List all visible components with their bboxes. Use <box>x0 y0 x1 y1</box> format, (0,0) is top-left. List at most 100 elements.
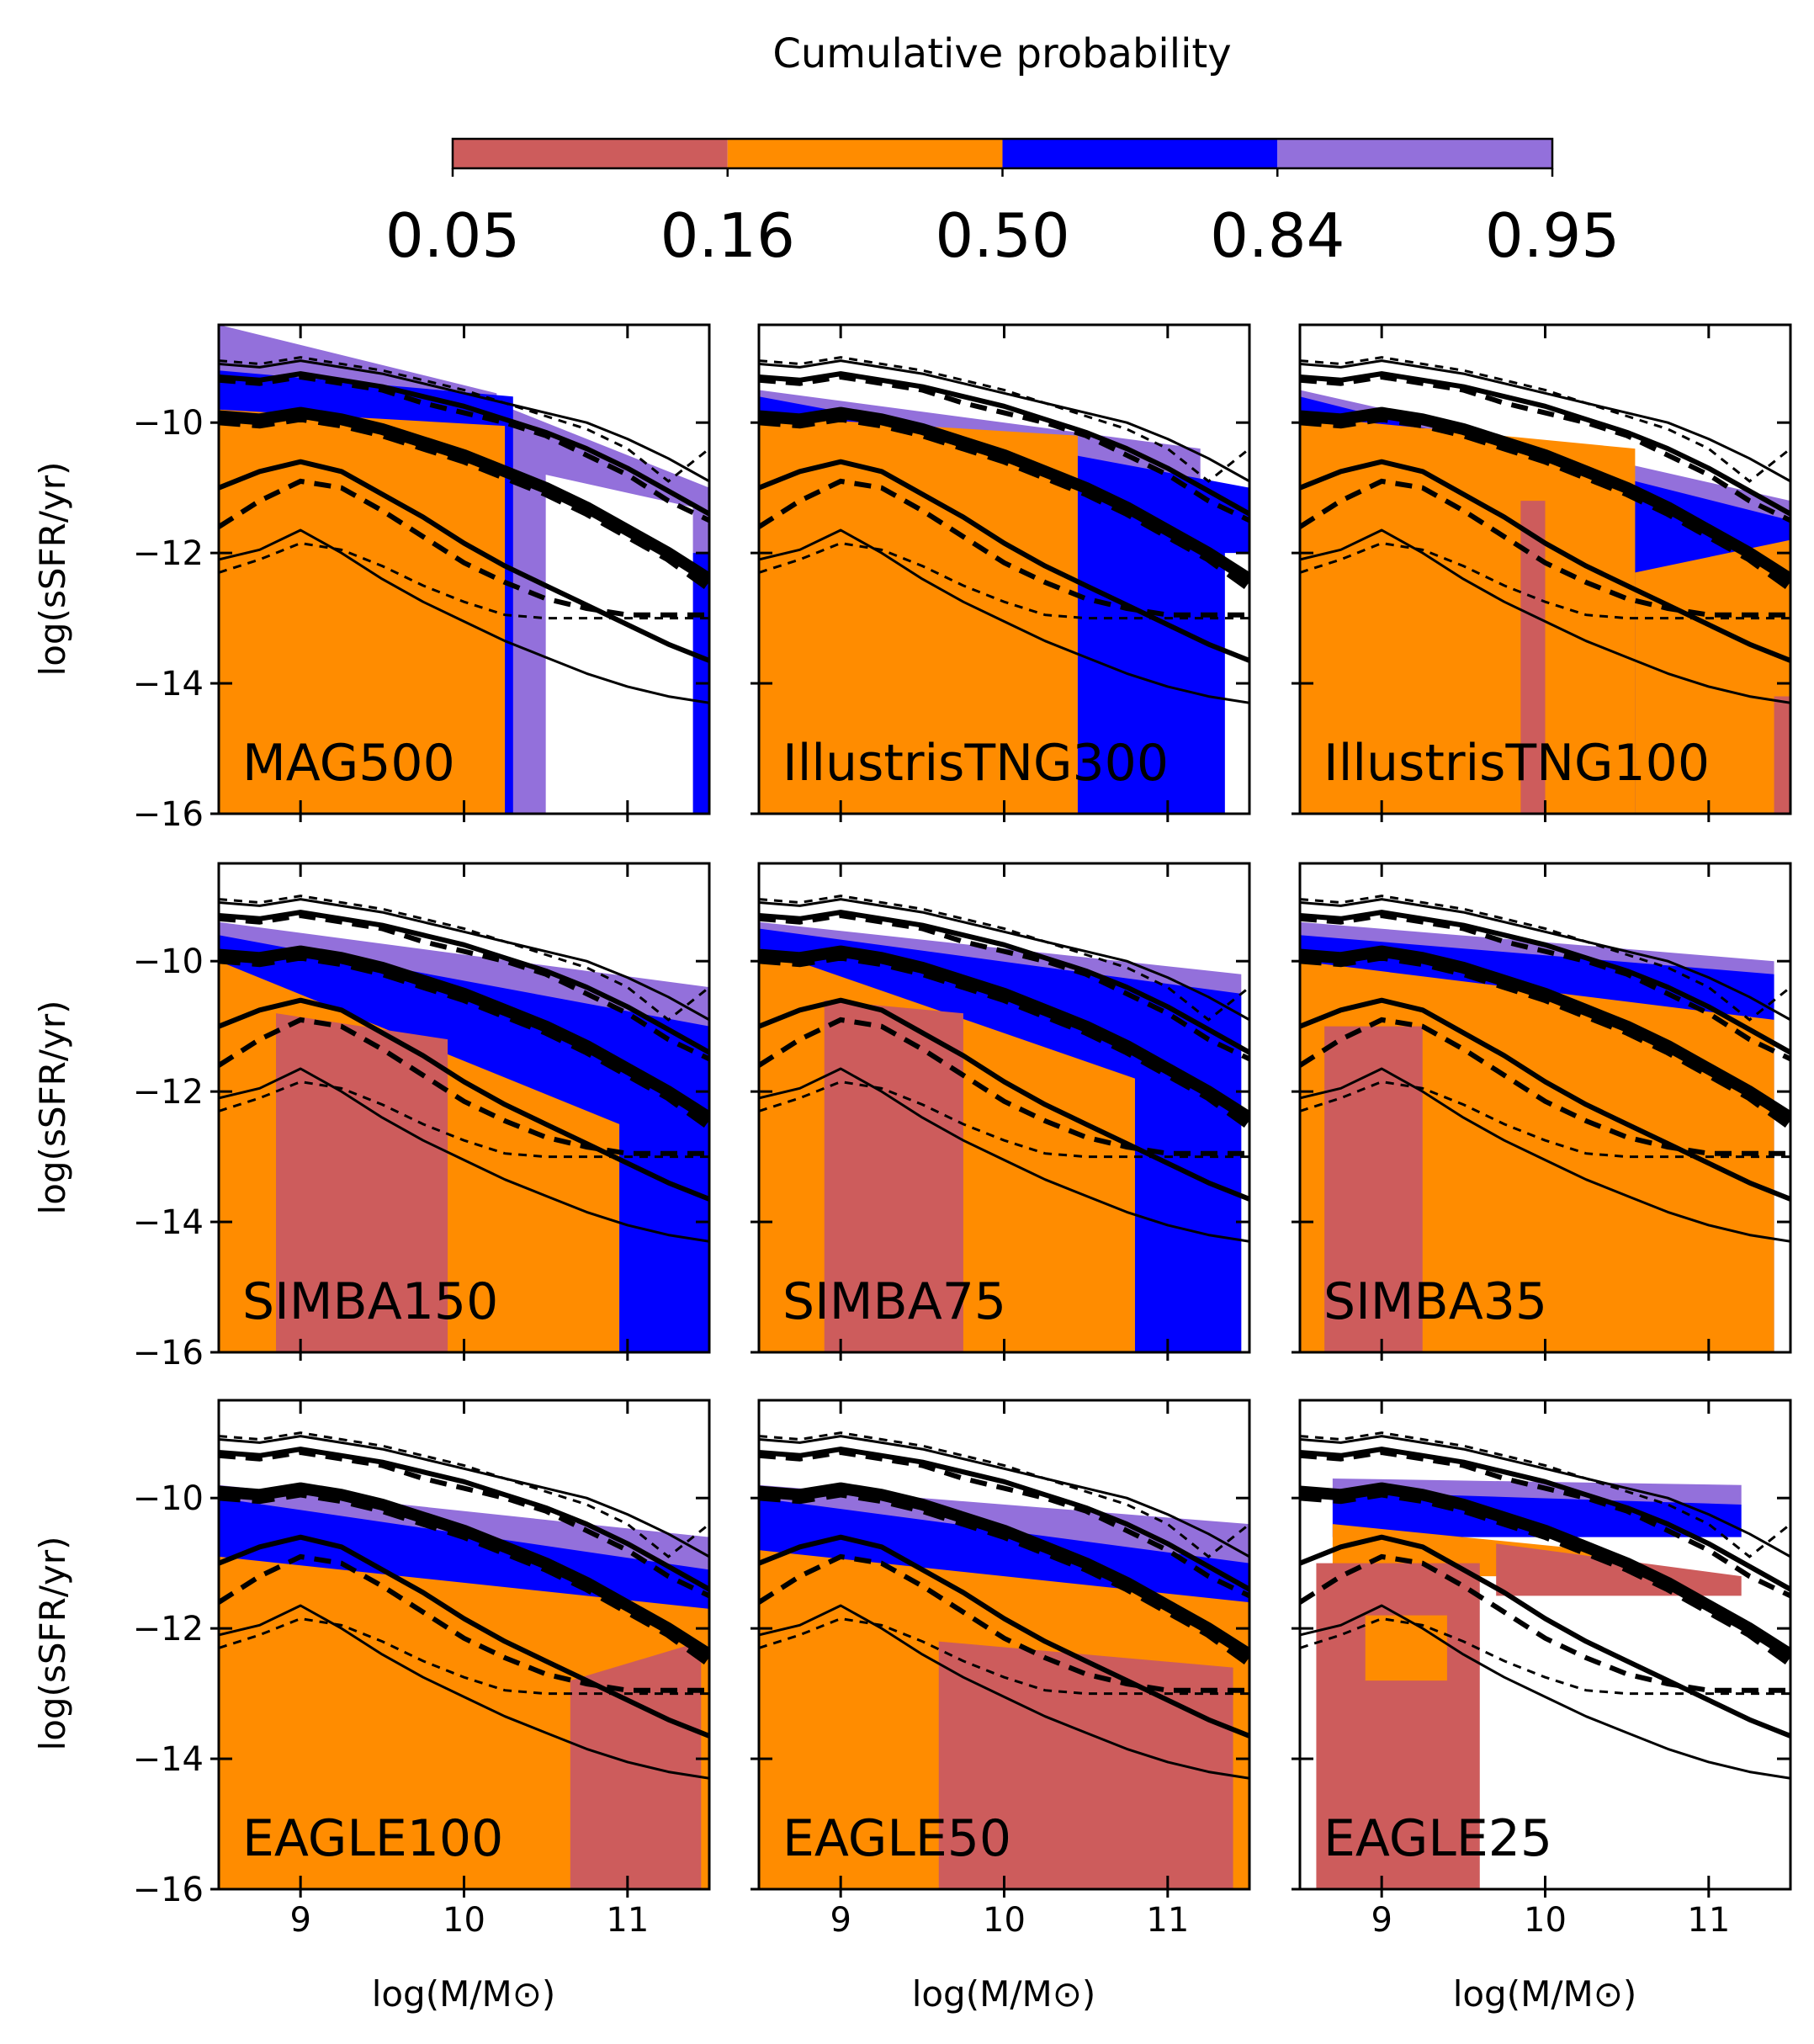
panel-label: SIMBA75 <box>782 1272 1006 1331</box>
reference-line-dashed-median <box>759 948 1249 1129</box>
colorbar-tick-label: 0.50 <box>935 200 1069 271</box>
reference-line-solid-high <box>219 371 709 517</box>
probability-region <box>938 1641 1233 1889</box>
reference-line-solid-high <box>219 1447 709 1592</box>
colorbar-segment-2 <box>727 139 1003 168</box>
reference-line-dashed-median <box>219 1485 709 1666</box>
panel-label: IllustrisTNG100 <box>1323 734 1710 793</box>
y-tick-label: −14 <box>133 665 204 703</box>
reference-line-dashed-median <box>759 410 1249 591</box>
reference-line-solid-high <box>219 910 709 1055</box>
panel-eagle25: 9 10 11 EAGLE25 <box>1292 1399 1792 1940</box>
reference-line-dashed-bottom <box>219 1617 709 1696</box>
probability-region <box>1300 416 1636 814</box>
colorbar-segment-3 <box>1002 139 1278 168</box>
reference-line-dashed-top <box>219 895 709 1022</box>
panel-simba35: SIMBA35 <box>1292 862 1792 1361</box>
reference-line-solid-top <box>219 359 709 483</box>
colorbar-title: Cumulative probability <box>772 30 1231 77</box>
reference-line-solid-low <box>219 459 709 663</box>
reference-line-solid-low <box>759 459 1249 663</box>
reference-line-solid-top <box>1300 1435 1790 1558</box>
reference-line-dashed-median <box>1300 948 1790 1129</box>
reference-line-dashed-median <box>1300 410 1790 591</box>
reference-line-dashed-high <box>1300 374 1790 523</box>
y-tick-label: −12 <box>133 1610 204 1648</box>
reference-line-dashed-top <box>1300 895 1790 1022</box>
reference-line-dashed-low <box>219 478 709 618</box>
probability-region <box>1496 1543 1742 1596</box>
reference-line-dashed-high <box>1300 912 1790 1062</box>
x-tick-label: 9 <box>830 1901 851 1940</box>
panel-eagle50: 9 10 11 EAGLE50 <box>751 1399 1251 1940</box>
reference-line-solid-bottom <box>219 1067 709 1243</box>
reference-line-solid-bottom <box>1300 1067 1790 1243</box>
probability-region <box>824 1000 963 1352</box>
probability-region <box>1365 1615 1447 1681</box>
reference-line-solid-low <box>219 1534 709 1739</box>
ylabel-row-2: log(sSFR/yr) <box>32 1001 73 1215</box>
y-tick-label: −16 <box>133 795 204 834</box>
reference-line-dashed-median <box>219 410 709 591</box>
ylabel-row-3: log(sSFR/yr) <box>32 1537 73 1751</box>
reference-line-dashed-bottom <box>219 541 709 620</box>
reference-line-solid-top <box>219 898 709 1022</box>
reference-line-dashed-median <box>1300 1485 1790 1666</box>
reference-line-solid-high <box>759 910 1249 1055</box>
panel-label: SIMBA150 <box>242 1272 498 1331</box>
probability-region <box>545 475 693 814</box>
ylabel-row-1: log(sSFR/yr) <box>32 462 73 677</box>
reference-line-dashed-bottom <box>1300 541 1790 620</box>
probability-region <box>219 409 506 814</box>
x-tick-label: 11 <box>1146 1901 1189 1940</box>
reference-line-dashed-low <box>1300 1553 1790 1693</box>
y-tick-label: −16 <box>133 1334 204 1372</box>
x-axis-labels: log(M/M⊙) log(M/M⊙) log(M/M⊙) <box>372 1973 1637 2015</box>
reference-line-solid-low <box>759 1534 1249 1739</box>
reference-line-dashed-low <box>759 1553 1249 1693</box>
reference-line-dashed-low <box>759 478 1249 618</box>
reference-line-solid-low <box>1300 459 1790 663</box>
reference-line-solid-high <box>1300 371 1790 517</box>
reference-line-dashed-median <box>759 1485 1249 1666</box>
reference-line-solid-low <box>1300 1534 1790 1739</box>
reference-line-solid-low <box>219 997 709 1202</box>
reference-line-dashed-bottom <box>219 1080 709 1159</box>
reference-line-solid-top <box>759 898 1249 1022</box>
reference-line-dashed-bottom <box>1300 1617 1790 1696</box>
reference-line-solid-high <box>759 371 1249 517</box>
reference-line-dashed-bottom <box>759 541 1249 620</box>
reference-line-dashed-top <box>1300 1431 1790 1558</box>
reference-line-solid-high <box>1300 1447 1790 1592</box>
colorbar-segment-1 <box>453 139 728 168</box>
reference-line-dashed-high <box>1300 1449 1790 1599</box>
y-tick-label: −16 <box>133 1871 204 1909</box>
x-tick-label: 11 <box>1687 1901 1730 1940</box>
panel-label: EAGLE50 <box>782 1809 1011 1868</box>
colorbar-ticks: 0.05 0.16 0.50 0.84 0.95 <box>385 168 1620 271</box>
reference-line-solid-bottom <box>1300 1604 1790 1780</box>
colorbar-segment-4 <box>1277 139 1552 168</box>
reference-line-dashed-bottom <box>759 1080 1249 1159</box>
panel-label: EAGLE25 <box>1323 1809 1552 1868</box>
reference-line-solid-bottom <box>759 1067 1249 1243</box>
xlabel-col-1: log(M/M⊙) <box>372 1973 556 2015</box>
probability-region <box>759 416 1078 814</box>
reference-line-dashed-top <box>759 895 1249 1022</box>
reference-line-solid-bottom <box>219 1604 709 1780</box>
y-tick-label: −14 <box>133 1740 204 1779</box>
xlabel-col-2: log(M/M⊙) <box>912 1973 1096 2015</box>
panel-simba75: SIMBA75 <box>751 862 1251 1361</box>
y-tick-label: −10 <box>133 1479 204 1518</box>
reference-line-dashed-low <box>759 1017 1249 1156</box>
reference-line-solid-bottom <box>1300 528 1790 704</box>
y-tick-label: −12 <box>133 1073 204 1112</box>
x-tick-label: 11 <box>606 1901 649 1940</box>
colorbar-tick-label: 0.84 <box>1210 200 1345 271</box>
x-tick-label: 9 <box>1371 1901 1392 1940</box>
probability-region <box>1324 1026 1423 1352</box>
colorbar: Cumulative probability 0.05 0.16 0.50 0.84 0… <box>385 30 1620 271</box>
reference-line-dashed-top <box>219 1431 709 1558</box>
panel-label: IllustrisTNG300 <box>782 734 1169 793</box>
